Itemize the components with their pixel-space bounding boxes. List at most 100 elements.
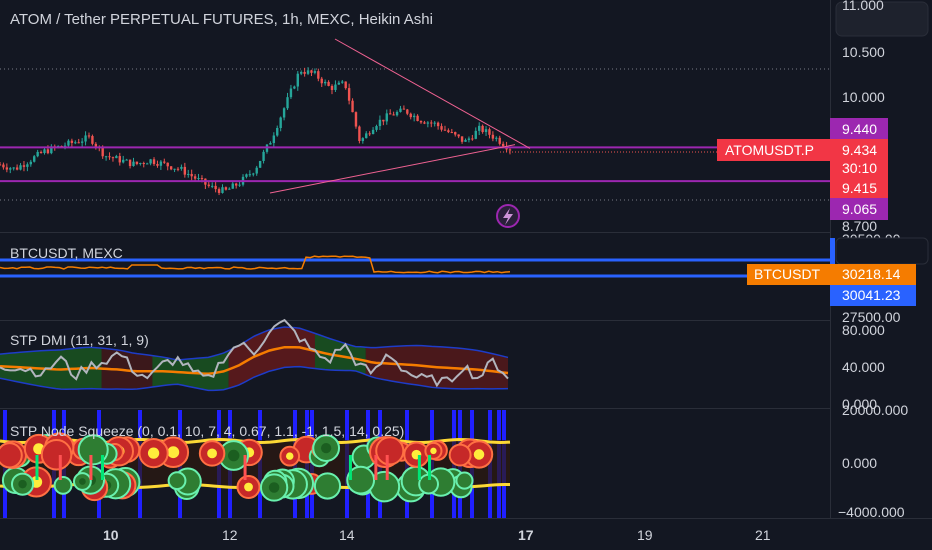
squeeze-node [455,471,474,490]
trend-line-lower [269,144,516,194]
candle-body [36,151,39,157]
candle-body [29,161,33,165]
squeeze-histogram-bar [348,455,352,480]
price-tick: 0.000 [842,455,877,471]
squeeze-histogram-bar [417,455,421,480]
candle-body [276,127,279,136]
candle-body [122,159,125,163]
squeeze-pane-title: STP Node Squeeze (0, 0.1, 10, 7, 4, 0.67… [10,423,404,439]
candle-body [471,138,474,140]
squeeze-histogram-bar [243,455,247,480]
candle-body [190,173,193,177]
squeeze-histogram-bar [89,455,93,480]
candle-body [115,156,118,159]
candle-body [9,168,12,170]
candle-body [491,134,495,139]
time-label: 17 [518,527,534,543]
candle-body [354,112,358,127]
squeeze-node-core [320,442,332,454]
candle-body [207,184,210,186]
last-price-value: 9.434 [842,142,877,158]
price-badge-value: 30218.14 [842,266,901,282]
candle-body [293,86,296,89]
squeeze-node [448,443,472,467]
squeeze-node [77,434,109,466]
price-badge [830,198,888,220]
candle-body [330,85,334,90]
candle-body [22,165,26,167]
candle-body [289,88,293,98]
symbol-label [747,264,830,285]
candle-body [26,164,29,167]
candle-body [436,122,440,127]
candle-body [197,178,200,180]
price-tick: 11.000 [842,0,884,13]
candle-body [159,161,163,166]
candle-body [193,176,197,179]
candle-body [84,135,87,142]
chart-title: ATOM / Tether PERPETUAL FUTURES, 1h, MEX… [10,11,433,28]
squeeze-histogram-bar [35,455,39,480]
squeeze-node-core [207,448,217,459]
candle-body [508,149,512,151]
candle-body [481,125,484,133]
btc-series-line [0,255,511,274]
candle-body [426,122,430,124]
candle-body [306,70,310,74]
price-tick: −4000.000 [838,504,905,520]
bar-countdown: 30:10 [842,160,877,176]
dmi-band-fill [314,333,366,375]
candle-body [228,188,231,190]
candle-body [74,142,77,144]
dmi-band-fill [228,327,315,389]
candle-body [501,143,505,147]
candle-body [351,100,354,113]
candle-body [412,115,416,118]
candle-body [399,108,402,112]
candle-body [255,167,258,174]
candle-body [443,129,447,131]
candle-body [118,156,121,163]
dmi-band-fill [152,350,229,391]
candle-body [258,160,262,168]
btc-pane-layer [0,255,830,278]
candle-body [406,109,409,114]
btc-pane-title: BTCUSDT, MEXC [10,245,123,261]
candle-body [430,122,433,124]
candle-body [272,135,276,144]
price-tick: 8.700 [842,218,877,234]
squeeze-histogram-bar [58,455,62,480]
price-scale-button[interactable] [835,1,929,37]
trend-line-upper [334,38,531,149]
candle-body [495,137,498,139]
candle-body [180,166,183,169]
candle-body [128,159,132,167]
squeeze-histogram-bar [101,455,105,480]
candle-body [488,129,491,135]
candle-body [156,164,159,166]
candle-body [454,132,457,135]
price-badge-value: 9.440 [842,121,877,137]
candle-body [484,129,488,133]
candle-body [433,122,436,124]
lightning-icon[interactable] [496,204,520,228]
candle-body [183,166,187,175]
candle-body [382,119,385,122]
dmi-band-upper [0,326,509,361]
candle-body [77,142,80,144]
symbol-label-text: BTCUSDT [754,266,821,282]
squeeze-node-core [18,479,27,489]
candle-body [111,157,115,159]
time-label: 12 [222,527,238,543]
candle-body [395,111,399,116]
candle-body [149,159,152,164]
squeeze-node [0,442,23,469]
candle-body [132,161,135,167]
squeeze-node-core [167,446,180,459]
candle-body [347,88,351,101]
squeeze-node-core [268,482,280,493]
squeeze-node [167,471,187,491]
candle-body [450,132,454,134]
price-scale-button[interactable] [835,237,929,265]
